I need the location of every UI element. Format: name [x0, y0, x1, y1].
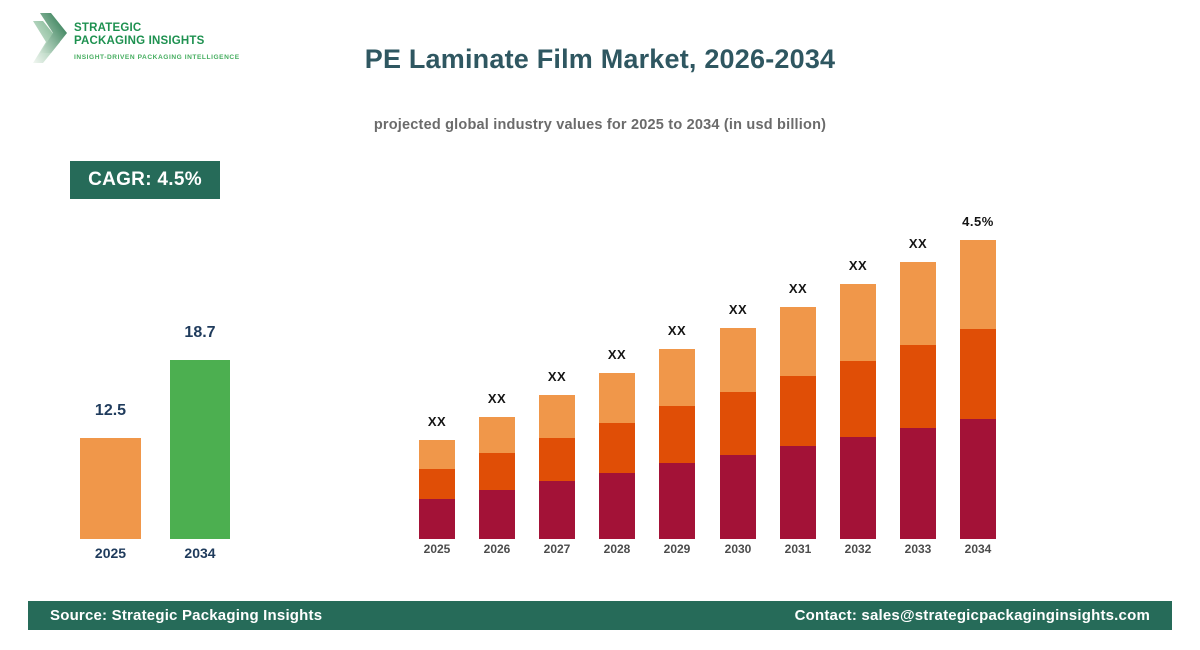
footer-source-text: Source: Strategic Packaging Insights [50, 607, 323, 624]
segment-middle-2032 [840, 361, 876, 437]
comparison-bar-2025 [80, 438, 141, 539]
bar-label-2032: XX [848, 258, 868, 273]
segment-top-2034 [960, 240, 996, 329]
segment-top-2032 [840, 284, 876, 361]
year-label-2027: 2027 [543, 542, 571, 556]
comparison-bar-2034 [170, 360, 230, 539]
page-title: PE Laminate Film Market, 2026-2034 [364, 44, 836, 74]
segment-bottom-2032 [840, 437, 876, 539]
logo-text: STRATEGIC PACKAGING INSIGHTS INSIGHT-DRI… [74, 12, 240, 61]
comparison-year-2034: 2034 [184, 545, 216, 561]
year-label-2034: 2034 [964, 542, 992, 556]
segment-middle-2026 [479, 453, 515, 490]
year-label-2031: 2031 [784, 542, 812, 556]
year-label-2030: 2030 [724, 542, 752, 556]
segment-bottom-2034 [960, 419, 996, 539]
footer-bar: Source: Strategic Packaging Insights Con… [28, 601, 1172, 630]
logo: STRATEGIC PACKAGING INSIGHTS INSIGHT-DRI… [33, 12, 240, 64]
segment-middle-2028 [599, 423, 635, 473]
comparison-value-2034: 18.7 [184, 324, 216, 341]
segment-top-2030 [720, 328, 756, 392]
segment-bottom-2028 [599, 473, 635, 539]
logo-name-line1: STRATEGIC [74, 22, 142, 34]
segment-middle-2025 [419, 469, 455, 499]
segment-top-2033 [900, 262, 936, 345]
bar-label-2030: XX [728, 302, 748, 317]
segment-middle-2031 [780, 376, 816, 446]
segment-top-2029 [659, 349, 695, 406]
year-label-2025: 2025 [423, 542, 451, 556]
footer-contact-text: Contact: sales@strategicpackaginginsight… [794, 607, 1150, 624]
comparison-year-2025: 2025 [94, 545, 127, 561]
year-label-2026: 2026 [483, 542, 511, 556]
bar-label-2033: XX [908, 236, 928, 251]
page-subtitle: projected global industry values for 202… [373, 117, 827, 133]
segment-top-2028 [599, 373, 635, 423]
segment-bottom-2031 [780, 446, 816, 539]
segment-top-2026 [479, 417, 515, 453]
segment-bottom-2026 [479, 490, 515, 539]
segment-bottom-2029 [659, 463, 695, 539]
bar-label-2029: XX [667, 323, 687, 338]
segment-bottom-2033 [900, 428, 936, 539]
year-label-2029: 2029 [663, 542, 691, 556]
bar-label-2031: XX [788, 281, 808, 296]
bar-label-2027: XX [547, 369, 567, 384]
bar-label-2026: XX [487, 391, 507, 406]
segment-middle-2033 [900, 345, 936, 428]
bar-label-2028: XX [607, 347, 627, 362]
segment-top-2027 [539, 395, 575, 438]
segment-middle-2034 [960, 329, 996, 419]
segment-top-2025 [419, 440, 455, 469]
segment-bottom-2025 [419, 499, 455, 539]
segment-middle-2030 [720, 392, 756, 455]
cagr-badge: CAGR: 4.5% [70, 161, 220, 199]
segment-middle-2027 [539, 438, 575, 481]
bar-label-2025: XX [427, 414, 447, 429]
segment-middle-2029 [659, 406, 695, 463]
segment-top-2031 [780, 307, 816, 376]
logo-chevron-icon [33, 13, 67, 63]
logo-tagline: INSIGHT-DRIVEN PACKAGING INTELLIGENCE [74, 54, 240, 61]
bar-label-2034: 4.5% [962, 214, 994, 229]
comparison-value-2025: 12.5 [94, 402, 127, 419]
segment-bottom-2027 [539, 481, 575, 539]
year-label-2028: 2028 [603, 542, 631, 556]
year-label-2033: 2033 [904, 542, 932, 556]
segment-bottom-2030 [720, 455, 756, 539]
year-label-2032: 2032 [844, 542, 872, 556]
logo-name-line2: PACKAGING INSIGHTS [74, 34, 205, 47]
